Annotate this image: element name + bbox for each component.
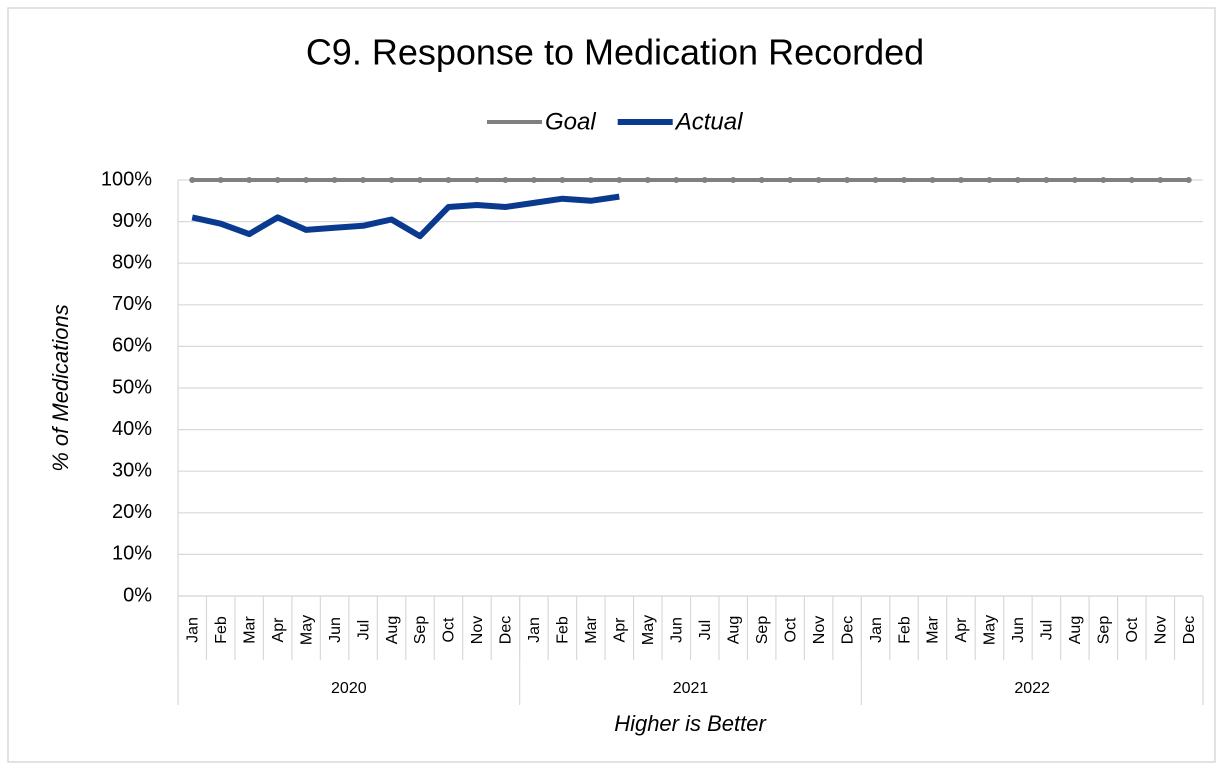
goal-marker (758, 177, 765, 183)
goal-marker (1157, 177, 1164, 183)
goal-marker (844, 177, 851, 183)
x-tick-label: Nov (1153, 616, 1170, 644)
x-tick-label: Aug (384, 616, 401, 644)
goal-marker (1128, 177, 1135, 183)
x-tick-label: May (298, 615, 315, 645)
legend-label: Actual (674, 108, 743, 135)
goal-marker (815, 177, 822, 183)
x-tick-label: Nov (469, 616, 486, 644)
goal-marker (217, 177, 224, 183)
x-tick-label: Mar (241, 616, 258, 644)
y-tick-label: 0% (123, 584, 152, 606)
y-tick-label: 50% (112, 376, 152, 398)
x-tick-label: Oct (782, 617, 799, 642)
x-tick-label: Nov (811, 616, 828, 644)
y-tick-label: 20% (112, 501, 152, 523)
x-tick-label: Jan (184, 617, 201, 643)
x-tick-label: Jan (868, 617, 885, 643)
goal-marker (1071, 177, 1078, 183)
goal-marker (274, 177, 281, 183)
chart-title: C9. Response to Medication Recorded (306, 32, 924, 73)
goal-marker (673, 177, 680, 183)
x-tick-label: Apr (612, 617, 629, 643)
goal-marker (957, 177, 964, 183)
goal-marker (559, 177, 566, 183)
x-tick-label: Sep (754, 616, 771, 645)
goal-marker (644, 177, 651, 183)
x-tick-label: Jul (1039, 620, 1056, 640)
y-tick-label: 70% (112, 293, 152, 315)
goal-marker (1185, 177, 1192, 183)
y-tick-label: 10% (112, 543, 152, 565)
x-axis-label: Higher is Better (614, 711, 767, 736)
y-tick-label: 90% (112, 210, 152, 232)
x-tick-label: Aug (725, 616, 742, 644)
x-tick-label: Dec (498, 616, 515, 644)
x-tick-label: Aug (1067, 616, 1084, 644)
x-tick-label: Mar (583, 616, 600, 644)
y-tick-label: 30% (112, 459, 152, 481)
goal-marker (1100, 177, 1107, 183)
x-tick-label: Dec (839, 616, 856, 644)
x-tick-label: Feb (896, 616, 913, 644)
goal-marker (872, 177, 879, 183)
x-tick-label: Feb (213, 616, 230, 644)
x-tick-label: Jun (1010, 617, 1027, 643)
goal-marker (445, 177, 452, 183)
x-tick-label: Jun (668, 617, 685, 643)
goal-marker (388, 177, 395, 183)
x-tick-label: Mar (925, 616, 942, 644)
goal-marker (901, 177, 908, 183)
x-tick-label: Sep (1096, 616, 1113, 645)
goal-marker (587, 177, 594, 183)
x-tick-label: Jun (327, 617, 344, 643)
x-tick-label: Jul (697, 620, 714, 640)
x-tick-label: Apr (270, 617, 287, 643)
x-group-label: 2021 (673, 680, 709, 697)
x-tick-label: Oct (1124, 617, 1141, 642)
goal-marker (1014, 177, 1021, 183)
y-tick-label: 40% (112, 418, 152, 440)
x-tick-label: Dec (1181, 616, 1198, 644)
x-tick-label: Oct (441, 617, 458, 642)
y-tick-label: 80% (112, 251, 152, 273)
x-tick-label: Feb (555, 616, 572, 644)
x-tick-label: Sep (412, 616, 429, 645)
x-tick-label: Apr (953, 617, 970, 643)
goal-marker (303, 177, 310, 183)
goal-marker (1043, 177, 1050, 183)
goal-marker (787, 177, 794, 183)
x-group-label: 2022 (1014, 680, 1050, 697)
y-tick-label: 60% (112, 335, 152, 357)
goal-marker (530, 177, 537, 183)
goal-marker (616, 177, 623, 183)
goal-marker (929, 177, 936, 183)
goal-marker (502, 177, 509, 183)
legend-label: Goal (545, 108, 596, 135)
x-tick-label: May (640, 615, 657, 645)
y-axis-label: % of Medications (48, 304, 73, 472)
chart-frame (7, 7, 1216, 763)
goal-marker (331, 177, 338, 183)
series-line (191, 193, 620, 240)
goal-marker (417, 177, 424, 183)
goal-marker (189, 177, 196, 183)
x-tick-label: Jul (355, 620, 372, 640)
x-tick-label: Jan (526, 617, 543, 643)
y-tick-label: 100% (101, 168, 152, 190)
x-tick-label: May (982, 615, 999, 645)
goal-marker (986, 177, 993, 183)
goal-marker (246, 177, 253, 183)
x-group-label: 2020 (331, 680, 367, 697)
goal-marker (473, 177, 480, 183)
goal-marker (701, 177, 708, 183)
goal-marker (360, 177, 367, 183)
goal-marker (730, 177, 737, 183)
